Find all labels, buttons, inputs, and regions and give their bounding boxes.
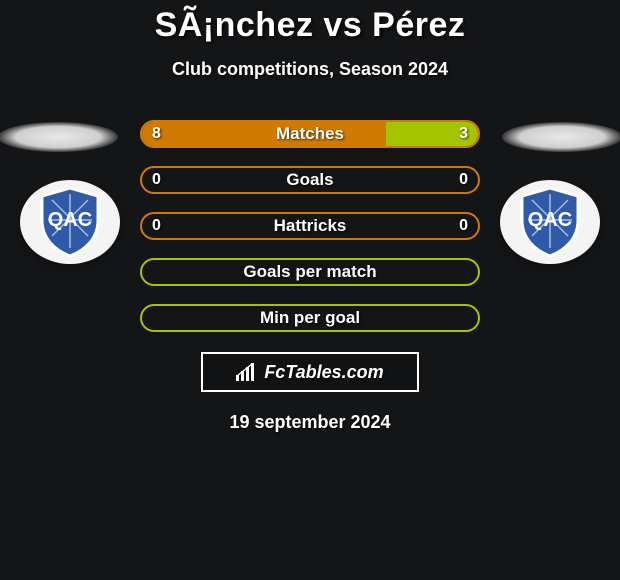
date-text: 19 september 2024: [0, 412, 620, 433]
shield-icon: QAC: [38, 186, 102, 258]
stat-row: 00Hattricks: [140, 212, 480, 240]
svg-text:QAC: QAC: [528, 209, 572, 231]
stat-row: Min per goal: [140, 304, 480, 332]
subtitle: Club competitions, Season 2024: [0, 59, 620, 80]
brand-box: FcTables.com: [201, 352, 419, 392]
brand-text: FcTables.com: [264, 362, 383, 383]
stat-metric-label: Goals: [142, 170, 478, 190]
stat-row: Goals per match: [140, 258, 480, 286]
stat-row: 00Goals: [140, 166, 480, 194]
club-badge-right: QAC: [500, 178, 600, 266]
shield-icon: QAC: [518, 186, 582, 258]
page-title: SÃ¡nchez vs Pérez: [0, 0, 620, 45]
stat-metric-label: Hattricks: [142, 216, 478, 236]
stat-metric-label: Matches: [142, 124, 478, 144]
player-right-shadow: [502, 122, 620, 152]
player-left-shadow: [0, 122, 118, 152]
svg-text:QAC: QAC: [48, 209, 92, 231]
infographic-canvas: SÃ¡nchez vs Pérez Club competitions, Sea…: [0, 0, 620, 580]
stat-row: 83Matches: [140, 120, 480, 148]
stat-metric-label: Goals per match: [142, 262, 478, 282]
stat-metric-label: Min per goal: [142, 308, 478, 328]
club-badge-left: QAC: [20, 178, 120, 266]
bar-chart-icon: [236, 363, 258, 381]
